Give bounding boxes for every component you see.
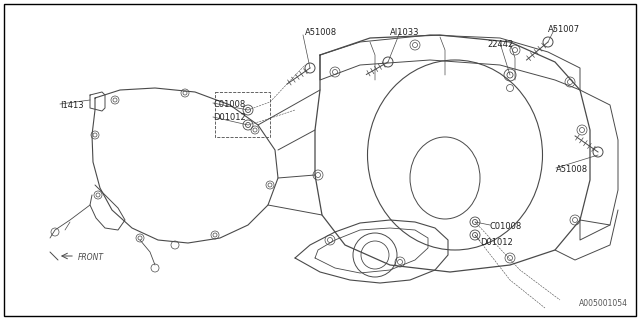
Text: A51007: A51007 xyxy=(548,25,580,34)
Text: AI1033: AI1033 xyxy=(390,28,419,37)
Bar xyxy=(215,92,270,137)
Text: A51008: A51008 xyxy=(305,28,337,37)
Text: 22442: 22442 xyxy=(487,40,513,49)
Text: FRONT: FRONT xyxy=(78,253,104,262)
Text: D01012: D01012 xyxy=(213,113,246,122)
Text: C01008: C01008 xyxy=(213,100,245,109)
Text: I1413: I1413 xyxy=(60,101,84,110)
Text: C01008: C01008 xyxy=(490,222,522,231)
Text: A005001054: A005001054 xyxy=(579,299,628,308)
Text: D01012: D01012 xyxy=(480,238,513,247)
Text: A51008: A51008 xyxy=(556,165,588,174)
